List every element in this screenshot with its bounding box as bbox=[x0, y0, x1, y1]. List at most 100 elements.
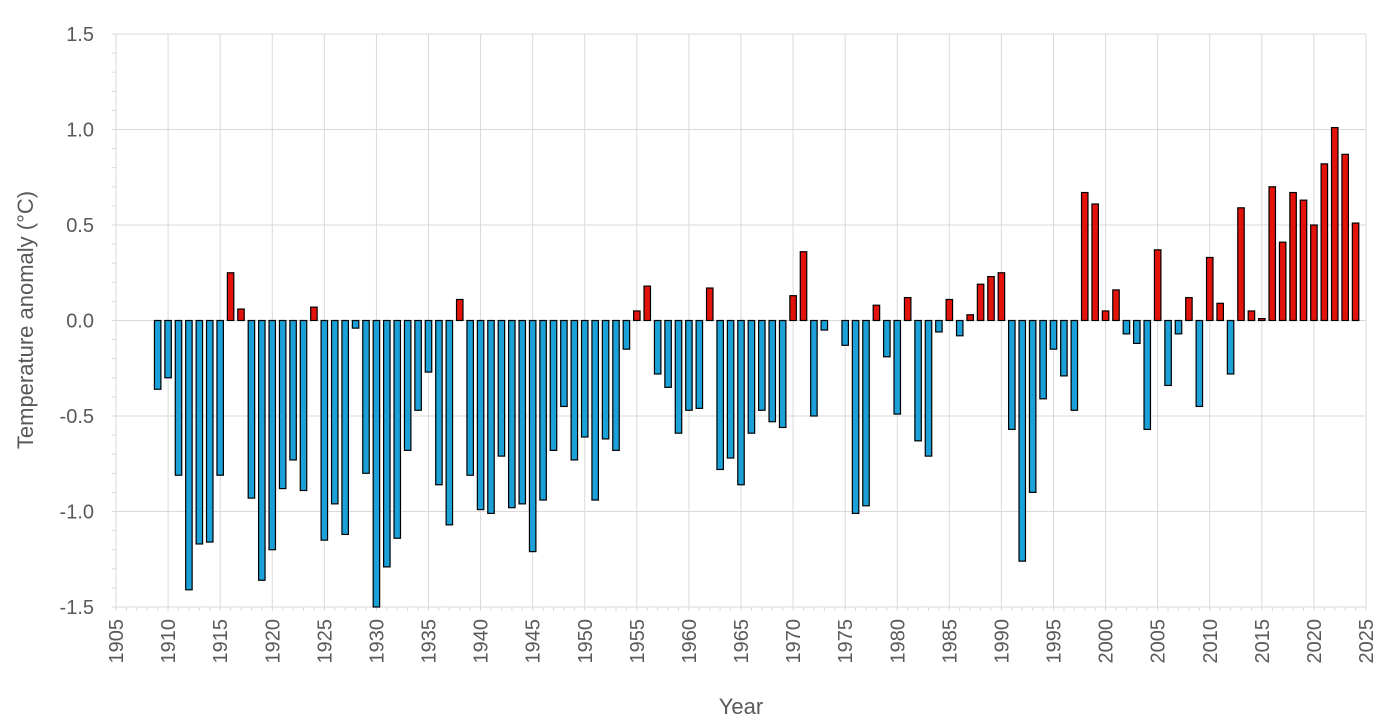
bar-1971 bbox=[799, 251, 808, 322]
bar-1998 bbox=[1080, 191, 1089, 322]
bar-1987 bbox=[966, 314, 974, 322]
bar-1924 bbox=[310, 306, 318, 322]
bar-2021 bbox=[1320, 163, 1329, 322]
y-tick-label: 1.5 bbox=[66, 24, 94, 46]
bar-2006 bbox=[1164, 319, 1172, 387]
x-tick-label: 1940 bbox=[471, 619, 493, 664]
bar-1917 bbox=[237, 308, 245, 322]
bar-1918 bbox=[247, 319, 256, 499]
y-axis-title: Temperature anomaly (°C) bbox=[13, 191, 38, 449]
bar-1961 bbox=[695, 319, 704, 409]
bar-1957 bbox=[653, 319, 662, 375]
bar-1949 bbox=[570, 319, 579, 461]
bar-2023 bbox=[1341, 153, 1349, 322]
bar-1996 bbox=[1060, 319, 1068, 377]
bar-2014 bbox=[1247, 310, 1256, 322]
bar-1952 bbox=[601, 319, 610, 440]
bar-1979 bbox=[883, 319, 891, 358]
bar-1959 bbox=[674, 319, 683, 434]
x-tick-label: 1980 bbox=[887, 619, 909, 664]
bar-1942 bbox=[497, 319, 506, 457]
bar-1916 bbox=[226, 272, 235, 322]
bar-2013 bbox=[1237, 207, 1245, 322]
bar-2003 bbox=[1133, 319, 1141, 345]
bar-1931 bbox=[383, 319, 391, 568]
bar-2008 bbox=[1185, 296, 1193, 322]
bar-1910 bbox=[164, 319, 172, 379]
bar-1930 bbox=[372, 319, 381, 608]
bar-1972 bbox=[810, 319, 818, 417]
bar-1934 bbox=[414, 319, 422, 411]
bar-1963 bbox=[716, 319, 724, 471]
x-tick-label: 1955 bbox=[627, 619, 649, 664]
bar-1999 bbox=[1091, 203, 1099, 322]
x-tick-label: 2005 bbox=[1148, 619, 1170, 664]
x-tick-label: 1910 bbox=[158, 619, 180, 664]
bar-1913 bbox=[195, 319, 204, 545]
bar-1933 bbox=[403, 319, 412, 451]
bar-1967 bbox=[758, 319, 766, 411]
bar-2017 bbox=[1278, 241, 1287, 322]
bar-1978 bbox=[872, 304, 881, 322]
x-tick-label: 1925 bbox=[314, 619, 336, 664]
x-tick-label: 2020 bbox=[1304, 619, 1326, 664]
bar-1958 bbox=[664, 319, 672, 388]
bar-2010 bbox=[1205, 256, 1214, 322]
bar-1988 bbox=[976, 283, 985, 322]
y-axis-ticks: 1.5 1.0 0.5 0.0 -0.5 -1.0 -1.5 bbox=[60, 24, 94, 619]
bars bbox=[153, 126, 1360, 608]
bar-1928 bbox=[351, 319, 360, 329]
bar-2016 bbox=[1268, 186, 1277, 322]
bar-2015 bbox=[1258, 317, 1266, 322]
bar-1989 bbox=[987, 275, 995, 322]
x-tick-label: 1960 bbox=[679, 619, 701, 664]
bar-2018 bbox=[1289, 191, 1297, 322]
x-tick-label: 1975 bbox=[835, 619, 857, 664]
bar-1980 bbox=[893, 319, 902, 415]
bar-1911 bbox=[174, 319, 183, 476]
bar-1977 bbox=[862, 319, 870, 507]
bar-2001 bbox=[1112, 289, 1120, 322]
bar-2012 bbox=[1226, 319, 1235, 375]
x-tick-label: 1915 bbox=[210, 619, 232, 664]
bar-1926 bbox=[330, 319, 339, 505]
bar-1936 bbox=[435, 319, 443, 486]
bar-1962 bbox=[705, 287, 714, 322]
bar-1938 bbox=[455, 298, 464, 322]
bar-1982 bbox=[914, 319, 922, 442]
bar-1969 bbox=[778, 319, 787, 429]
bar-1922 bbox=[289, 319, 297, 461]
bar-1964 bbox=[726, 319, 735, 459]
y-tick-label: -0.5 bbox=[60, 406, 94, 428]
x-tick-label: 1945 bbox=[523, 619, 545, 664]
bar-1948 bbox=[560, 319, 568, 408]
bar-1990 bbox=[997, 272, 1006, 322]
y-tick-label: -1.5 bbox=[60, 597, 94, 619]
x-tick-label: 2010 bbox=[1200, 619, 1222, 664]
bar-1945 bbox=[528, 319, 537, 553]
y-tick-label: 1.0 bbox=[66, 120, 94, 142]
bar-1941 bbox=[487, 319, 495, 515]
x-tick-label: 2000 bbox=[1096, 619, 1118, 664]
bar-1976 bbox=[851, 319, 860, 515]
bar-1954 bbox=[622, 319, 631, 350]
bar-1946 bbox=[539, 319, 547, 501]
bar-1984 bbox=[935, 319, 943, 333]
bar-1950 bbox=[580, 319, 589, 438]
bar-1932 bbox=[393, 319, 402, 539]
bar-1973 bbox=[820, 319, 829, 331]
bar-1993 bbox=[1028, 319, 1037, 493]
bar-1937 bbox=[445, 319, 454, 526]
bar-1920 bbox=[268, 319, 277, 551]
bar-1991 bbox=[1008, 319, 1016, 430]
x-tick-label: 2015 bbox=[1252, 619, 1274, 664]
bar-1968 bbox=[768, 319, 777, 423]
y-tick-label: -1.0 bbox=[60, 502, 94, 524]
x-tick-label: 1920 bbox=[262, 619, 284, 664]
bar-2000 bbox=[1101, 310, 1110, 322]
bar-2002 bbox=[1122, 319, 1131, 335]
bar-1955 bbox=[633, 310, 641, 322]
bar-1985 bbox=[945, 298, 954, 322]
x-axis-title: Year bbox=[719, 694, 763, 719]
